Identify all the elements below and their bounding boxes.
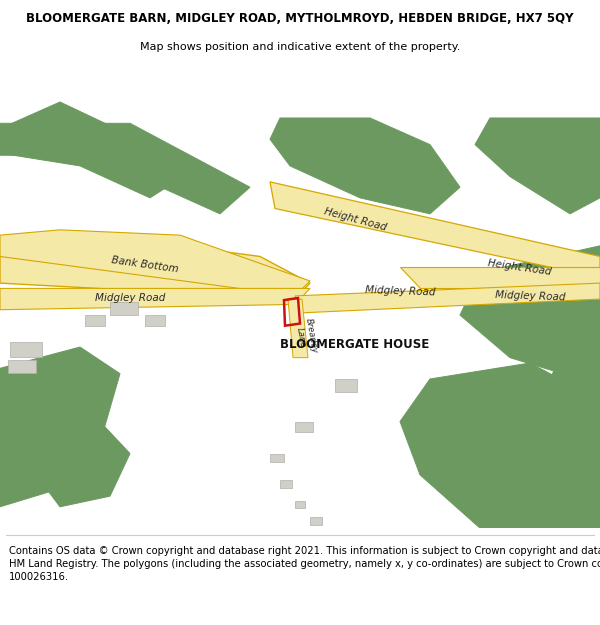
Text: Contains OS data © Crown copyright and database right 2021. This information is : Contains OS data © Crown copyright and d… <box>9 546 600 582</box>
Bar <box>8 360 36 372</box>
Bar <box>310 518 322 525</box>
Polygon shape <box>0 288 310 310</box>
Bar <box>335 379 357 392</box>
Text: Midgley Road: Midgley Road <box>95 293 165 303</box>
Text: BLOOMERGATE BARN, MIDGLEY ROAD, MYTHOLMROYD, HEBDEN BRIDGE, HX7 5QY: BLOOMERGATE BARN, MIDGLEY ROAD, MYTHOLMR… <box>26 12 574 26</box>
Polygon shape <box>0 123 250 214</box>
Polygon shape <box>0 102 200 198</box>
Text: BLOOMERGATE HOUSE: BLOOMERGATE HOUSE <box>280 338 430 351</box>
Bar <box>10 342 42 357</box>
Bar <box>295 501 305 508</box>
Text: Bank Bottom: Bank Bottom <box>111 256 179 274</box>
Polygon shape <box>288 299 308 358</box>
Polygon shape <box>0 357 80 486</box>
Polygon shape <box>270 182 600 278</box>
Text: Height Road: Height Road <box>323 206 388 232</box>
Polygon shape <box>400 363 600 528</box>
Polygon shape <box>295 283 600 313</box>
Bar <box>270 454 284 462</box>
Polygon shape <box>40 422 130 507</box>
Bar <box>145 315 165 326</box>
Text: Map shows position and indicative extent of the property.: Map shows position and indicative extent… <box>140 42 460 52</box>
Polygon shape <box>400 267 600 288</box>
Polygon shape <box>460 246 600 379</box>
Text: Brearley
Lane: Brearley Lane <box>293 318 319 356</box>
Polygon shape <box>0 347 120 507</box>
Polygon shape <box>475 118 600 214</box>
Text: Height Road: Height Road <box>487 258 553 276</box>
Polygon shape <box>0 230 310 296</box>
Bar <box>295 422 313 432</box>
Bar <box>110 302 138 315</box>
Bar <box>85 315 105 326</box>
Polygon shape <box>0 246 310 299</box>
Polygon shape <box>270 118 460 214</box>
Polygon shape <box>520 342 600 528</box>
Text: Midgley Road: Midgley Road <box>494 289 565 302</box>
Text: Midgley Road: Midgley Road <box>365 286 436 298</box>
Bar <box>280 480 292 488</box>
